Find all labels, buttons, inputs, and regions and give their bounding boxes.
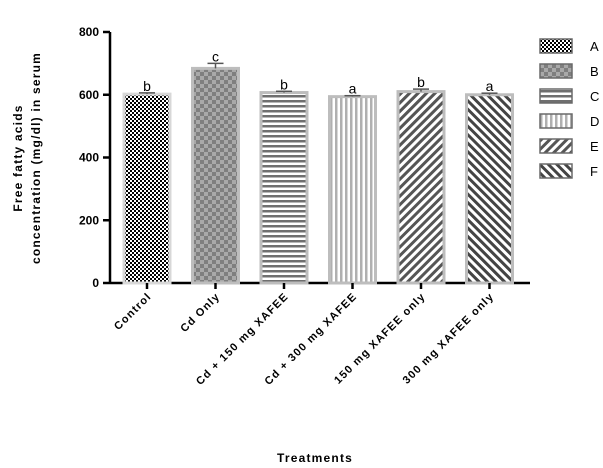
y-tick-label: 600 — [79, 88, 99, 102]
y-tick-label: 400 — [79, 151, 99, 165]
y-axis-title: concentration (mg/dl) in serum — [29, 52, 43, 264]
bar — [122, 92, 172, 285]
significance-label: c — [212, 48, 219, 64]
significance-label: b — [417, 74, 425, 90]
y-tick-label: 0 — [92, 276, 99, 290]
x-tick-label: Cd Only — [178, 291, 222, 335]
bar — [191, 66, 240, 285]
bar — [328, 95, 377, 285]
significance-label: b — [280, 76, 288, 92]
y-tick-label: 800 — [79, 25, 99, 39]
y-tick-label: 200 — [79, 213, 99, 227]
legend-label: F — [590, 164, 598, 179]
legend-swatch — [539, 63, 573, 79]
x-axis-title: Treatments — [277, 451, 353, 465]
legend-label: E — [590, 139, 599, 154]
bar — [396, 90, 446, 285]
legend-swatch — [539, 88, 573, 104]
legend-label: C — [590, 89, 599, 104]
legend-swatch — [539, 113, 573, 129]
significance-label: a — [486, 78, 494, 94]
y-axis-title: Free fatty acids — [11, 104, 25, 211]
legend-label: A — [590, 39, 599, 54]
legend-swatch — [539, 138, 573, 154]
significance-label: b — [143, 78, 151, 94]
bar — [259, 91, 309, 285]
legend-swatch — [539, 163, 573, 179]
legend-label: D — [590, 114, 599, 129]
significance-label: a — [349, 81, 357, 97]
bar — [465, 93, 514, 285]
legend-label: B — [590, 64, 599, 79]
legend-swatch — [539, 38, 573, 54]
x-tick-label: Control — [112, 291, 154, 333]
